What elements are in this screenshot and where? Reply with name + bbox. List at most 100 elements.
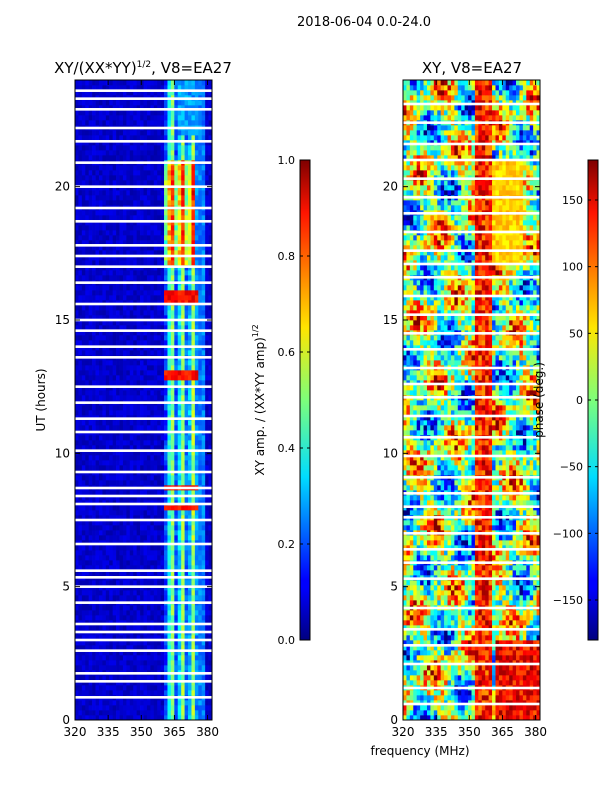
heatmap-cell [95, 705, 100, 711]
heatmap-cell [92, 370, 96, 376]
heatmap-cell [194, 465, 199, 471]
heatmap-cell [184, 660, 189, 666]
heatmap-cell [102, 505, 107, 511]
heatmap-cell [205, 140, 209, 146]
heatmap-cell [160, 715, 165, 721]
heatmap-cell [184, 450, 189, 456]
heatmap-cell [122, 570, 127, 576]
heatmap-cell [78, 595, 83, 601]
heatmap-cell [112, 505, 117, 511]
heatmap-cell [194, 335, 199, 341]
heatmap-cell [191, 700, 196, 706]
heatmap-cell [157, 250, 161, 256]
heatmap-cell [85, 350, 90, 356]
heatmap-cell [92, 310, 96, 316]
heatmap-cell [85, 620, 90, 626]
heatmap-cell [150, 315, 155, 321]
heatmap-cell [78, 330, 83, 336]
heatmap-cell [160, 460, 165, 466]
heatmap-cell [153, 560, 158, 566]
heatmap-cell [174, 180, 179, 186]
heatmap-cell [85, 440, 90, 446]
heatmap-cell [129, 520, 134, 526]
heatmap-cell [92, 405, 96, 411]
heatmap-cell [81, 560, 86, 566]
heatmap-cell [167, 130, 172, 136]
heatmap-cell [119, 350, 124, 356]
heatmap-cell [174, 515, 179, 521]
heatmap-cell [92, 590, 96, 596]
heatmap-cell [81, 710, 86, 716]
heatmap-cell [140, 570, 144, 576]
heatmap-cell [150, 285, 155, 291]
heatmap-cell [146, 360, 151, 366]
heatmap-cell [78, 170, 83, 176]
heatmap-cell [112, 110, 117, 116]
heatmap-cell [129, 335, 134, 341]
heatmap-cell [201, 175, 206, 181]
heatmap-cell [136, 715, 141, 721]
heatmap-cell [116, 120, 120, 126]
heatmap-cell [109, 665, 114, 671]
heatmap-cell [201, 520, 206, 526]
heatmap-cell [188, 590, 192, 596]
heatmap-cell [191, 260, 196, 266]
heatmap-cell [150, 560, 155, 566]
heatmap-cell [126, 395, 131, 401]
heatmap-cell [157, 520, 161, 526]
heatmap-cell [201, 665, 206, 671]
heatmap-cell [188, 230, 192, 236]
heatmap-cell [88, 715, 93, 721]
heatmap-cell [136, 435, 141, 441]
heatmap-cell [160, 475, 165, 481]
heatmap-cell [153, 710, 158, 716]
heatmap-cell [181, 145, 185, 151]
heatmap-cell [81, 605, 86, 611]
heatmap-cell [133, 200, 137, 206]
heatmap-cell [122, 640, 127, 646]
heatmap-cell [95, 145, 100, 151]
heatmap-cell [88, 675, 93, 681]
heatmap-cell [78, 325, 83, 331]
heatmap-cell [119, 555, 124, 561]
heatmap-cell [81, 435, 86, 441]
heatmap-cell [160, 410, 165, 416]
heatmap-cell [160, 225, 165, 231]
heatmap-cell [194, 640, 199, 646]
heatmap-cell [157, 290, 161, 296]
heatmap-cell [150, 625, 155, 631]
heatmap-cell [102, 635, 107, 641]
heatmap-cell [133, 235, 137, 241]
heatmap-cell [188, 120, 192, 126]
heatmap-cell [122, 565, 127, 571]
heatmap-cell [109, 335, 114, 341]
heatmap-cell [109, 505, 114, 511]
heatmap-cell [150, 715, 155, 721]
heatmap-cell [109, 135, 114, 141]
heatmap-cell [112, 285, 117, 291]
heatmap-cell [119, 605, 124, 611]
heatmap-cell [95, 650, 100, 656]
heatmap-cell [98, 550, 103, 556]
heatmap-cell [85, 315, 90, 321]
heatmap-cell [85, 480, 90, 486]
heatmap-cell [116, 220, 120, 226]
heatmap-cell [146, 640, 151, 646]
heatmap-cell [167, 170, 172, 176]
heatmap-cell [116, 320, 120, 326]
heatmap-cell [112, 240, 117, 246]
heatmap-cell [116, 325, 120, 331]
heatmap-cell [78, 140, 83, 146]
heatmap-cell [119, 330, 124, 336]
heatmap-cell [75, 680, 79, 686]
heatmap-cell [184, 560, 189, 566]
heatmap-cell [88, 515, 93, 521]
heatmap-cell [85, 405, 90, 411]
heatmap-cell [140, 685, 144, 691]
heatmap-cell [140, 610, 144, 616]
heatmap-cell [194, 410, 199, 416]
heatmap-cell [102, 655, 107, 661]
heatmap-cell [146, 105, 151, 111]
heatmap-cell [143, 595, 148, 601]
heatmap-cell [92, 380, 96, 386]
